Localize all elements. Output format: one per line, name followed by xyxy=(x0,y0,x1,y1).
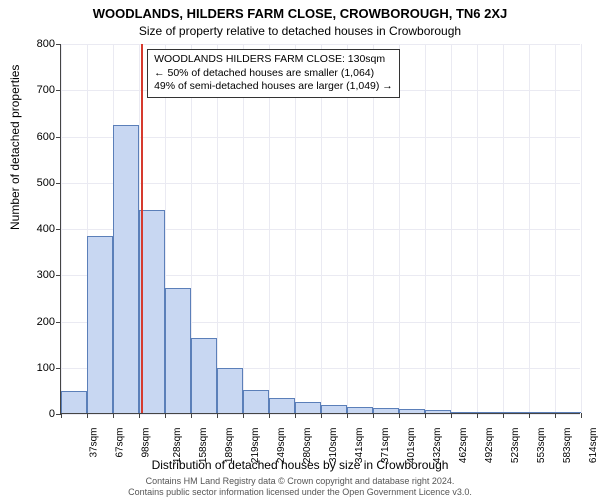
xtick-label: 189sqm xyxy=(224,428,235,464)
plot-area: WOODLANDS HILDERS FARM CLOSE: 130sqm ← 5… xyxy=(60,44,580,414)
ytick-label: 0 xyxy=(15,408,55,420)
footer-line2: Contains public sector information licen… xyxy=(0,487,600,498)
chart-container: WOODLANDS, HILDERS FARM CLOSE, CROWBOROU… xyxy=(0,0,600,500)
histogram-bar xyxy=(243,390,268,413)
histogram-bar xyxy=(87,236,112,413)
footer-attribution: Contains HM Land Registry data © Crown c… xyxy=(0,476,600,498)
histogram-bar xyxy=(217,368,242,413)
chart-subtitle: Size of property relative to detached ho… xyxy=(0,24,600,38)
gridline-v xyxy=(321,44,322,413)
xtick-mark xyxy=(61,413,62,418)
xtick-label: 280sqm xyxy=(302,428,313,464)
ytick-label: 600 xyxy=(15,131,55,143)
xtick-mark xyxy=(451,413,452,418)
histogram-bar xyxy=(503,412,528,413)
xtick-label: 583sqm xyxy=(562,428,573,464)
chart-title: WOODLANDS, HILDERS FARM CLOSE, CROWBOROU… xyxy=(0,6,600,21)
histogram-bar xyxy=(269,398,294,413)
ytick-label: 200 xyxy=(15,316,55,328)
histogram-bar xyxy=(451,412,476,413)
xtick-label: 158sqm xyxy=(198,428,209,464)
gridline-v xyxy=(61,44,62,413)
gridline-v xyxy=(347,44,348,413)
xtick-label: 37sqm xyxy=(89,428,100,458)
histogram-bar xyxy=(555,412,580,413)
xtick-label: 492sqm xyxy=(484,428,495,464)
gridline-v xyxy=(373,44,374,413)
gridline-v xyxy=(451,44,452,413)
histogram-bar xyxy=(399,409,424,413)
xtick-label: 523sqm xyxy=(510,428,521,464)
gridline-v xyxy=(425,44,426,413)
xtick-mark xyxy=(425,413,426,418)
xtick-mark xyxy=(555,413,556,418)
gridline-v xyxy=(477,44,478,413)
gridline-v xyxy=(269,44,270,413)
gridline-v xyxy=(217,44,218,413)
ytick-label: 300 xyxy=(15,269,55,281)
histogram-bar xyxy=(191,338,216,413)
xtick-mark xyxy=(347,413,348,418)
histogram-bar xyxy=(529,412,554,413)
xtick-mark xyxy=(321,413,322,418)
xtick-label: 401sqm xyxy=(406,428,417,464)
histogram-bar xyxy=(61,391,86,413)
gridline-v xyxy=(529,44,530,413)
xtick-label: 310sqm xyxy=(328,428,339,464)
xtick-mark xyxy=(503,413,504,418)
gridline-v xyxy=(399,44,400,413)
gridline-v xyxy=(503,44,504,413)
footer-line1: Contains HM Land Registry data © Crown c… xyxy=(0,476,600,487)
xtick-label: 341sqm xyxy=(354,428,365,464)
ytick-label: 700 xyxy=(15,84,55,96)
xtick-label: 462sqm xyxy=(458,428,469,464)
xtick-mark xyxy=(581,413,582,418)
annotation-line1: WOODLANDS HILDERS FARM CLOSE: 130sqm xyxy=(154,53,393,67)
xtick-mark xyxy=(165,413,166,418)
reference-marker-line xyxy=(141,44,143,413)
xtick-mark xyxy=(217,413,218,418)
xtick-label: 371sqm xyxy=(380,428,391,464)
xtick-mark xyxy=(529,413,530,418)
xtick-mark xyxy=(243,413,244,418)
xtick-label: 249sqm xyxy=(276,428,287,464)
ytick-label: 100 xyxy=(15,362,55,374)
xtick-label: 98sqm xyxy=(141,428,152,458)
ytick-label: 400 xyxy=(15,223,55,235)
histogram-bar xyxy=(373,408,398,413)
xtick-label: 219sqm xyxy=(250,428,261,464)
histogram-bar xyxy=(165,288,190,413)
xtick-label: 128sqm xyxy=(172,428,183,464)
xtick-label: 553sqm xyxy=(536,428,547,464)
xtick-mark xyxy=(295,413,296,418)
histogram-bar xyxy=(477,412,502,413)
histogram-bar xyxy=(113,125,138,413)
ytick-label: 500 xyxy=(15,177,55,189)
xtick-mark xyxy=(399,413,400,418)
gridline-v xyxy=(581,44,582,413)
xtick-mark xyxy=(373,413,374,418)
histogram-bar xyxy=(425,410,450,413)
histogram-bar xyxy=(321,405,346,413)
gridline-v xyxy=(295,44,296,413)
gridline-v xyxy=(243,44,244,413)
xtick-label: 614sqm xyxy=(588,428,599,464)
histogram-bar xyxy=(295,402,320,413)
gridline-v xyxy=(555,44,556,413)
xtick-label: 67sqm xyxy=(115,428,126,458)
annotation-line3: 49% of semi-detached houses are larger (… xyxy=(154,80,393,94)
xtick-mark xyxy=(87,413,88,418)
xtick-mark xyxy=(477,413,478,418)
ytick-label: 800 xyxy=(15,38,55,50)
xtick-mark xyxy=(139,413,140,418)
xtick-label: 432sqm xyxy=(432,428,443,464)
annotation-box: WOODLANDS HILDERS FARM CLOSE: 130sqm ← 5… xyxy=(147,49,400,98)
histogram-bar xyxy=(347,407,372,413)
xtick-mark xyxy=(269,413,270,418)
xtick-mark xyxy=(191,413,192,418)
annotation-line2: ← 50% of detached houses are smaller (1,… xyxy=(154,67,393,81)
xtick-mark xyxy=(113,413,114,418)
